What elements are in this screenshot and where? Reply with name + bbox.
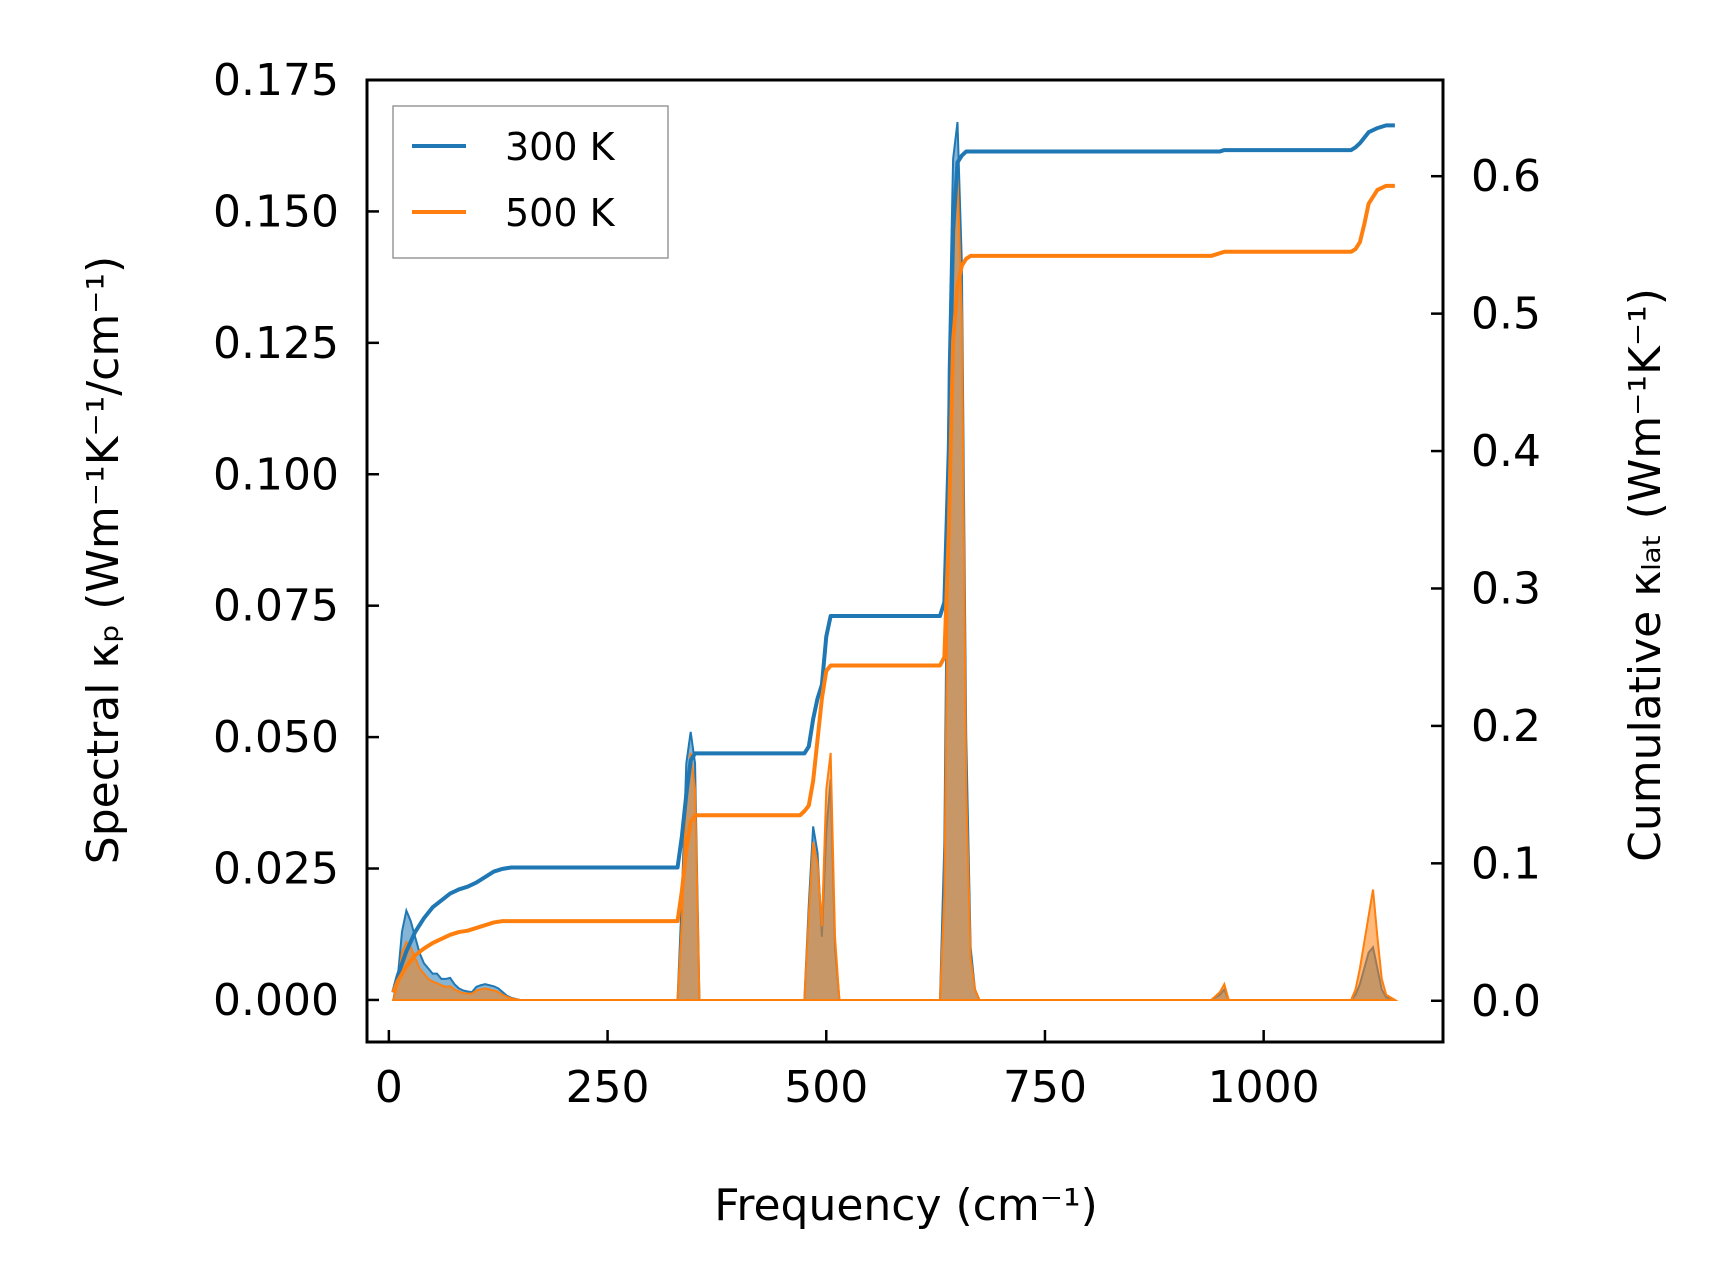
y-right-tick-label: 0.3 [1471,563,1541,614]
legend-box [392,105,669,259]
plot-frame [365,78,1445,1044]
x-tick-label: 500 [784,1062,868,1113]
y-right-tick-label: 0.6 [1471,151,1541,202]
spectral-area-500k [391,174,1399,1001]
y-left-tick-label: 0.050 [213,712,339,763]
y-axis-left-label: Spectral κₚ (Wm⁻¹K⁻¹/cm⁻¹) [78,256,129,864]
y-right-tick-label: 0.2 [1471,701,1541,752]
y-left-tick-label: 0.075 [213,581,339,632]
cumulative-line-500k [391,183,1395,994]
axis-ticks: 0 250 500 750 1000 0.000 0.025 0.050 0.075 0.100 0… [213,55,1541,1113]
cumulative-line-300k [391,123,1395,994]
x-tick-label: 1000 [1208,1062,1320,1113]
cumulative-lines [391,123,1395,994]
x-axis-label: Frequency (cm⁻¹) [714,1180,1098,1231]
legend: 300 K 500 K [392,105,669,259]
legend-label-300k: 300 K [505,125,616,169]
y-left-tick-label: 0.125 [213,318,339,369]
y-left-tick-label: 0.025 [213,844,339,895]
y-left-tick-label: 0.000 [213,975,339,1026]
legend-label-500k: 500 K [505,191,616,235]
spectral-fills [391,121,1399,1001]
y-left-tick-label: 0.100 [213,449,339,500]
y-left-tick-label: 0.150 [213,186,339,237]
y-right-tick-label: 0.1 [1471,838,1541,889]
x-tick-label: 0 [375,1062,403,1113]
x-tick-label: 750 [1003,1062,1087,1113]
y-right-tick-label: 0.0 [1471,976,1541,1027]
y-right-tick-label: 0.5 [1471,289,1541,340]
y-axis-right-label: Cumulative κₗₐₜ (Wm⁻¹K⁻¹) [1620,288,1671,862]
x-tick-label: 250 [566,1062,650,1113]
y-right-tick-label: 0.4 [1471,426,1541,477]
y-left-tick-label: 0.175 [213,55,339,106]
